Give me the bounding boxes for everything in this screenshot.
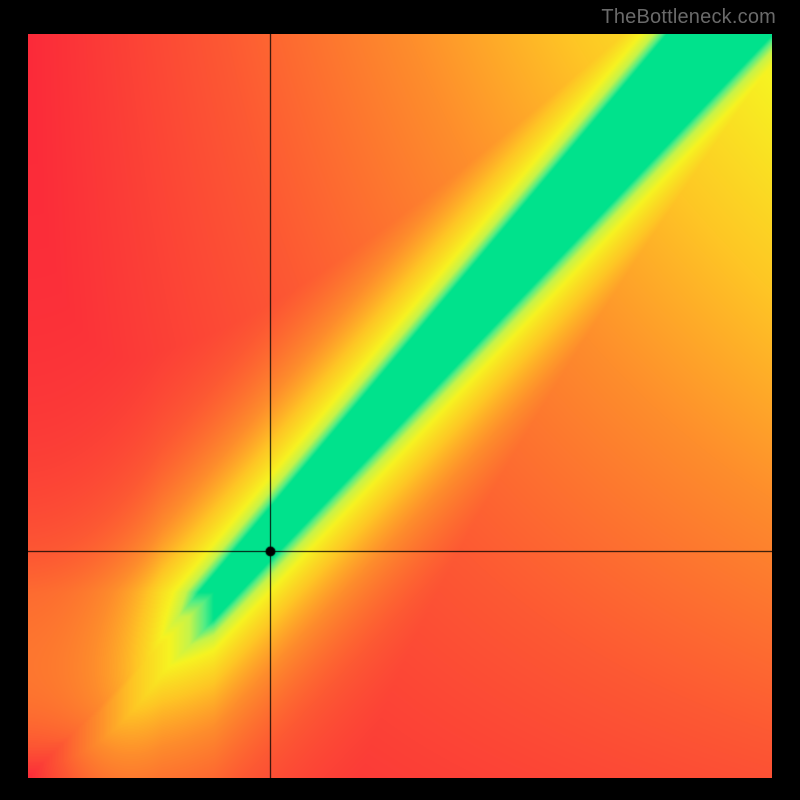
heatmap-canvas [28, 34, 772, 778]
watermark-text: TheBottleneck.com [601, 6, 776, 29]
heatmap-plot [28, 34, 772, 778]
figure-container: TheBottleneck.com [0, 0, 800, 800]
